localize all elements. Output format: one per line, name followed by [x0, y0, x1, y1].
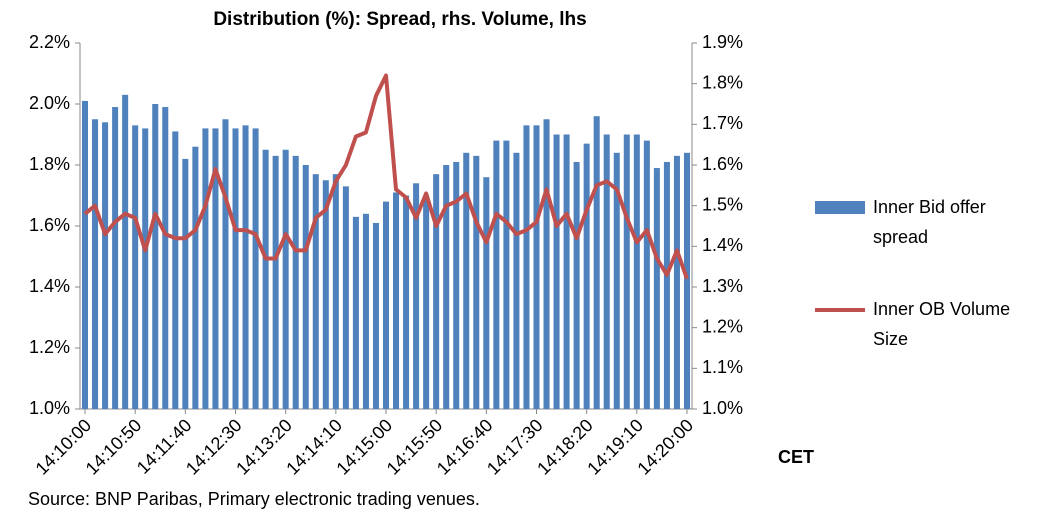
bar: [533, 125, 540, 409]
y2-tick-label: 1.0%: [702, 398, 743, 418]
bar: [82, 100, 89, 409]
bar: [543, 119, 550, 409]
bar: [583, 143, 590, 409]
bar: [312, 174, 319, 409]
bar: [433, 174, 440, 409]
bar: [463, 152, 470, 410]
bar: [282, 149, 289, 409]
bar: [202, 128, 209, 409]
x-tick-label: 14:10:50: [82, 415, 146, 479]
y2-tick-label: 1.8%: [702, 72, 743, 92]
bar: [403, 195, 410, 409]
bar: [372, 222, 379, 409]
bar: [653, 168, 660, 409]
bar: [102, 122, 109, 410]
chart-title: Distribution (%): Spread, rhs. Volume, l…: [213, 9, 586, 30]
bar: [342, 186, 349, 409]
y2-tick-label: 1.3%: [702, 276, 743, 296]
y-tick-label: 1.0%: [29, 398, 70, 418]
bar: [483, 177, 490, 409]
bar: [162, 107, 169, 410]
bar: [152, 104, 159, 409]
bar: [663, 161, 670, 409]
bar: [393, 192, 400, 409]
bar: [92, 119, 99, 409]
bar: [242, 125, 249, 409]
bar: [182, 158, 189, 409]
legend-label: Inner OB Volume Size: [873, 299, 1011, 349]
y-tick-label: 1.2%: [29, 337, 70, 357]
bar: [473, 155, 480, 409]
bar: [332, 174, 339, 409]
y-tick-label: 1.6%: [29, 215, 70, 235]
bar: [252, 128, 259, 409]
y2-tick-label: 1.1%: [702, 357, 743, 377]
y2-tick-label: 1.2%: [702, 316, 743, 336]
bar: [172, 131, 179, 409]
bar: [222, 119, 229, 409]
bar: [563, 134, 570, 409]
y-tick-label: 2.0%: [29, 93, 70, 113]
y-tick-label: 1.4%: [29, 276, 70, 296]
bar: [683, 152, 690, 410]
bar: [262, 149, 269, 409]
bar: [553, 134, 560, 409]
bar: [272, 155, 279, 409]
bar: [192, 146, 199, 409]
x-unit: CET: [778, 447, 814, 467]
bar: [382, 201, 390, 409]
y2-tick-label: 1.6%: [702, 154, 743, 174]
bar: [633, 134, 640, 409]
bar: [322, 180, 329, 409]
bar: [453, 161, 460, 409]
bar: [493, 140, 500, 409]
bar: [613, 152, 620, 410]
bar: [593, 116, 600, 409]
x-tick-label: 14:20:00: [633, 415, 697, 479]
y-tick-label: 2.2%: [29, 32, 70, 52]
y2-tick-label: 1.9%: [702, 32, 743, 52]
y2-tick-label: 1.4%: [702, 235, 743, 255]
bar: [443, 165, 450, 409]
bar: [623, 134, 630, 409]
bar: [362, 213, 369, 409]
bar: [232, 128, 239, 409]
bar: [413, 183, 420, 409]
bar: [423, 195, 430, 409]
bar: [122, 94, 129, 409]
bar: [212, 128, 219, 409]
bar: [643, 140, 650, 409]
y2-tick-label: 1.5%: [702, 194, 743, 214]
y-tick-label: 1.8%: [29, 154, 70, 174]
bar: [302, 165, 309, 409]
bar: [503, 140, 510, 409]
bar: [513, 152, 520, 410]
bar: [132, 125, 139, 409]
line: [83, 73, 689, 280]
bar: [112, 107, 119, 410]
bar: [673, 155, 680, 409]
bar: [142, 128, 149, 409]
legend-swatch-bar: [815, 201, 865, 214]
bar: [292, 155, 299, 409]
bar: [352, 216, 359, 409]
bar: [523, 125, 530, 409]
legend-label: Inner Bid offer spread: [873, 197, 986, 247]
bar: [603, 134, 610, 409]
bar: [573, 161, 580, 409]
source: Source: BNP Paribas, Primary electronic …: [28, 489, 480, 509]
y2-tick-label: 1.7%: [702, 113, 743, 133]
